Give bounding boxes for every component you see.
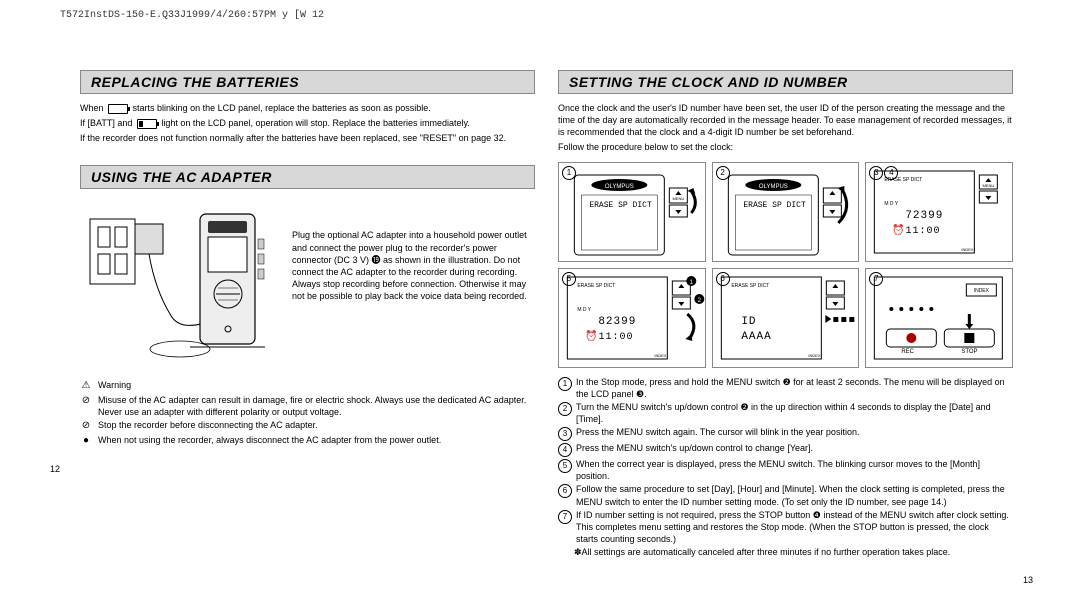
svg-text:MENU: MENU xyxy=(672,196,684,201)
instr-6: Follow the same procedure to set [Day], … xyxy=(576,483,1013,507)
instr-num-2: 2 xyxy=(558,402,572,416)
svg-text:82399: 82399 xyxy=(598,316,636,328)
svg-text:REC: REC xyxy=(902,349,915,355)
instr-note: ✽All settings are automatically canceled… xyxy=(574,546,950,558)
svg-text:ID: ID xyxy=(741,316,756,328)
warn-line3: When not using the recorder, always disc… xyxy=(98,434,441,448)
svg-text:72399: 72399 xyxy=(906,210,944,222)
svg-text:OLYMPUS: OLYMPUS xyxy=(759,184,788,190)
batt-line2a: If [BATT] and xyxy=(80,118,132,128)
ac-body-text: Plug the optional AC adapter into a hous… xyxy=(292,199,535,369)
svg-text:INDEX: INDEX xyxy=(808,353,821,358)
warn-line2: Stop the recorder before disconnecting t… xyxy=(98,419,318,433)
section-title-clock: SETTING THE CLOCK AND ID NUMBER xyxy=(558,70,1013,94)
warn-line1: Misuse of the AC adapter can result in d… xyxy=(98,394,535,418)
step-num-4: 4 xyxy=(884,166,898,180)
right-page: SETTING THE CLOCK AND ID NUMBER Once the… xyxy=(558,70,1013,559)
brand-text: OLYMPUS xyxy=(605,184,634,190)
left-page: REPLACING THE BATTERIES When starts blin… xyxy=(80,70,535,448)
step-num-1: 1 xyxy=(562,166,576,180)
svg-text:INDEX: INDEX xyxy=(974,288,990,294)
svg-text:⏰11:00: ⏰11:00 xyxy=(892,223,940,237)
instr-3: Press the MENU switch again. The cursor … xyxy=(576,426,859,441)
instr-num-5: 5 xyxy=(558,459,572,473)
svg-text:M D Y: M D Y xyxy=(885,201,899,207)
intro-text: Once the clock and the user's ID number … xyxy=(558,102,1013,138)
header-code: T572InstDS-150-E.Q33J1999/4/260:57PM y [… xyxy=(60,10,324,21)
step-cell-1: 1 OLYMPUS ERASE SP DICT MENU xyxy=(558,162,706,262)
svg-text:ERASE SP DICT: ERASE SP DICT xyxy=(577,283,615,289)
batt-line1a: When xyxy=(80,103,104,113)
instr-num-6: 6 xyxy=(558,484,572,498)
instr-1: In the Stop mode, press and hold the MEN… xyxy=(576,376,1013,400)
svg-text:MENU: MENU xyxy=(983,183,995,188)
instr-num-4: 4 xyxy=(558,443,572,457)
section-title-ac: USING THE AC ADAPTER xyxy=(80,165,535,189)
battery-empty-icon xyxy=(108,104,128,114)
svg-text:INDEX: INDEX xyxy=(654,353,667,358)
instr-num-3: 3 xyxy=(558,427,572,441)
instr-5: When the correct year is displayed, pres… xyxy=(576,458,1013,482)
prohibit-icon: ⊘ xyxy=(80,419,92,433)
step-num-5: 5 xyxy=(562,272,576,286)
svg-text:ERASE SP DICT: ERASE SP DICT xyxy=(731,283,769,289)
batt-line3: If the recorder does not function normal… xyxy=(80,132,535,144)
instr-4: Press the MENU switch's up/down control … xyxy=(576,442,813,457)
instructions: 1 In the Stop mode, press and hold the ME… xyxy=(558,376,1013,559)
svg-text:AAAA: AAAA xyxy=(741,331,771,343)
section-title-batteries: REPLACING THE BATTERIES xyxy=(80,70,535,94)
prohibit-icon: ⊘ xyxy=(80,394,92,418)
step-num-6: 6 xyxy=(716,272,730,286)
step-num-3: 3 xyxy=(869,166,883,180)
svg-text:INDEX: INDEX xyxy=(962,247,975,252)
instr-2: Turn the MENU switch's up/down control ❷… xyxy=(576,401,1013,425)
warning-block: ⚠ Warning ⊘ Misuse of the AC adapter can… xyxy=(80,379,535,447)
page-number-right: 13 xyxy=(1023,575,1033,585)
battery-low-icon xyxy=(137,119,157,129)
clock-intro: Once the clock and the user's ID number … xyxy=(558,102,1013,154)
follow-text: Follow the procedure below to set the cl… xyxy=(558,141,1013,153)
step-cell-7: 7 INDEX REC STOP xyxy=(865,268,1013,368)
step-cell-2: 2 OLYMPUS ERASE SP DICT xyxy=(712,162,860,262)
svg-text:STOP: STOP xyxy=(962,349,978,355)
svg-text:M D Y: M D Y xyxy=(577,307,591,313)
step-cell-6: 6 ERASE SP DICT ID AAAA INDEX xyxy=(712,268,860,368)
step-grid: 1 OLYMPUS ERASE SP DICT MENU 2 xyxy=(558,162,1013,368)
warning-label: Warning xyxy=(98,379,131,393)
step-num-7: 7 xyxy=(869,272,883,286)
batt-line2b: light on the LCD panel, operation will s… xyxy=(161,118,470,128)
step-num-2: 2 xyxy=(716,166,730,180)
svg-text:⏰11:00: ⏰11:00 xyxy=(585,329,633,343)
warning-triangle-icon: ⚠ xyxy=(80,379,92,393)
batt-line1b: starts blinking on the LCD panel, replac… xyxy=(133,103,431,113)
instr-num-1: 1 xyxy=(558,377,572,391)
step-cell-34: 3 4 ERASE SP DICT M D Y 72399 ⏰11:00 IND… xyxy=(865,162,1013,262)
step-cell-5: 5 ERASE SP DICT M D Y 82399 ⏰11:00 INDEX… xyxy=(558,268,706,368)
batteries-text: When starts blinking on the LCD panel, r… xyxy=(80,102,535,144)
instr-num-7: 7 xyxy=(558,510,572,524)
svg-text:ERASE SP DICT: ERASE SP DICT xyxy=(589,201,652,210)
svg-text:ERASE SP DICT: ERASE SP DICT xyxy=(743,201,806,210)
info-dot-icon: ● xyxy=(80,434,92,448)
ac-adapter-illustration xyxy=(80,199,280,369)
page-number-left: 12 xyxy=(50,464,60,474)
instr-7: If ID number setting is not required, pr… xyxy=(576,509,1013,545)
